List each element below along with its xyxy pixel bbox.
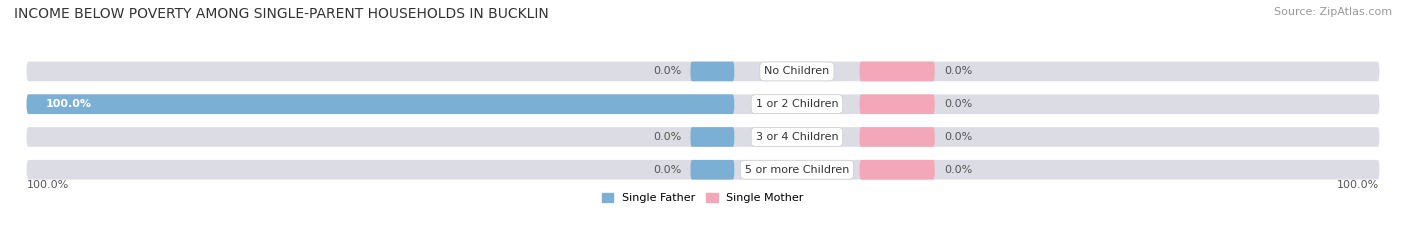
Text: 0.0%: 0.0% — [945, 66, 973, 76]
FancyBboxPatch shape — [690, 62, 734, 81]
Text: 0.0%: 0.0% — [945, 132, 973, 142]
Text: 0.0%: 0.0% — [652, 165, 681, 175]
Text: Source: ZipAtlas.com: Source: ZipAtlas.com — [1274, 7, 1392, 17]
Text: 100.0%: 100.0% — [45, 99, 91, 109]
Text: 1 or 2 Children: 1 or 2 Children — [755, 99, 838, 109]
Text: No Children: No Children — [765, 66, 830, 76]
Text: 100.0%: 100.0% — [1337, 180, 1379, 190]
FancyBboxPatch shape — [27, 62, 1379, 81]
Text: 0.0%: 0.0% — [652, 132, 681, 142]
Text: 100.0%: 100.0% — [27, 180, 69, 190]
FancyBboxPatch shape — [859, 160, 935, 180]
FancyBboxPatch shape — [27, 94, 1379, 114]
Text: 0.0%: 0.0% — [945, 165, 973, 175]
FancyBboxPatch shape — [859, 94, 935, 114]
Text: 0.0%: 0.0% — [652, 66, 681, 76]
Text: 0.0%: 0.0% — [945, 99, 973, 109]
FancyBboxPatch shape — [859, 62, 935, 81]
FancyBboxPatch shape — [859, 127, 935, 147]
Text: 5 or more Children: 5 or more Children — [745, 165, 849, 175]
FancyBboxPatch shape — [27, 160, 1379, 180]
Text: 3 or 4 Children: 3 or 4 Children — [755, 132, 838, 142]
FancyBboxPatch shape — [27, 94, 734, 114]
FancyBboxPatch shape — [690, 160, 734, 180]
Legend: Single Father, Single Mother: Single Father, Single Mother — [602, 193, 804, 203]
FancyBboxPatch shape — [27, 127, 1379, 147]
Text: INCOME BELOW POVERTY AMONG SINGLE-PARENT HOUSEHOLDS IN BUCKLIN: INCOME BELOW POVERTY AMONG SINGLE-PARENT… — [14, 7, 548, 21]
FancyBboxPatch shape — [690, 127, 734, 147]
